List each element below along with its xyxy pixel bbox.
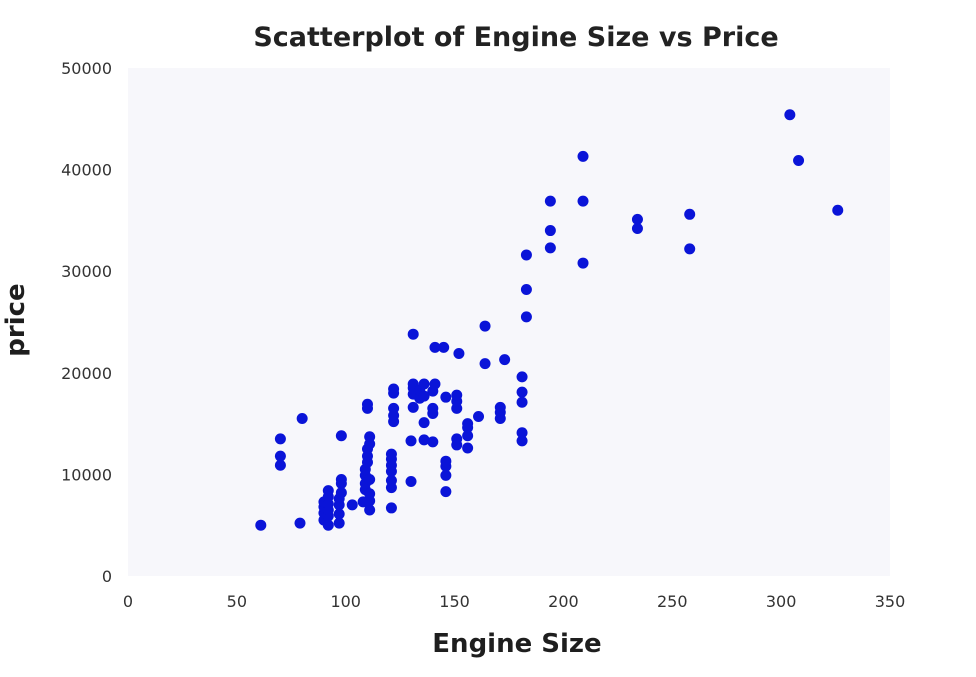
- data-point: [364, 473, 376, 485]
- plot-area: [128, 68, 890, 576]
- data-point: [440, 455, 452, 467]
- x-tick-label: 0: [123, 592, 133, 611]
- data-point: [322, 485, 334, 497]
- x-axis-ticks: 0 50 100 150 200 250 300 350: [123, 592, 905, 611]
- data-point: [388, 402, 400, 414]
- x-tick-label: 150: [439, 592, 470, 611]
- data-point: [335, 430, 347, 442]
- data-point: [335, 487, 347, 499]
- data-point: [494, 401, 506, 413]
- x-tick-label: 100: [330, 592, 361, 611]
- data-point: [385, 474, 397, 486]
- data-point: [364, 504, 376, 516]
- data-point: [364, 431, 376, 443]
- x-tick-label: 200: [548, 592, 579, 611]
- data-point: [544, 195, 556, 207]
- y-tick-label: 30000: [61, 262, 112, 281]
- data-point: [438, 341, 450, 353]
- data-point: [473, 410, 485, 422]
- y-tick-label: 50000: [61, 59, 112, 78]
- data-point: [405, 476, 417, 488]
- data-point: [418, 417, 430, 429]
- data-point: [346, 499, 358, 511]
- data-point: [364, 488, 376, 500]
- data-point: [453, 347, 465, 359]
- data-point: [516, 396, 528, 408]
- data-points: [255, 109, 844, 531]
- data-point: [407, 401, 419, 413]
- data-point: [440, 486, 452, 498]
- data-point: [322, 519, 334, 531]
- data-point: [516, 386, 528, 398]
- x-axis-label: Engine Size: [432, 629, 601, 659]
- y-tick-label: 10000: [61, 465, 112, 484]
- data-point: [520, 283, 532, 295]
- data-point: [274, 433, 286, 445]
- data-point: [385, 448, 397, 460]
- data-point: [516, 435, 528, 447]
- data-point: [520, 311, 532, 323]
- data-point: [577, 195, 589, 207]
- data-point: [832, 204, 844, 216]
- data-point: [544, 242, 556, 254]
- y-axis-ticks: 0 10000 20000 30000 40000 50000: [61, 59, 112, 586]
- data-point: [418, 434, 430, 446]
- x-tick-label: 300: [766, 592, 797, 611]
- data-point: [462, 430, 474, 442]
- data-point: [577, 150, 589, 162]
- y-tick-label: 20000: [61, 364, 112, 383]
- data-point: [333, 517, 345, 529]
- data-point: [385, 502, 397, 514]
- data-point: [405, 435, 417, 447]
- data-point: [361, 398, 373, 410]
- data-point: [451, 433, 463, 445]
- data-point: [516, 427, 528, 439]
- data-point: [427, 402, 439, 414]
- data-point: [462, 418, 474, 430]
- data-point: [440, 391, 452, 403]
- data-point: [516, 371, 528, 383]
- data-point: [520, 249, 532, 261]
- data-point: [479, 358, 491, 370]
- data-point: [429, 341, 441, 353]
- x-tick-label: 250: [657, 592, 688, 611]
- data-point: [333, 508, 345, 520]
- data-point: [462, 442, 474, 454]
- data-point: [418, 378, 430, 390]
- data-point: [784, 109, 796, 121]
- data-point: [274, 450, 286, 462]
- y-tick-label: 0: [102, 567, 112, 586]
- data-point: [294, 517, 306, 529]
- x-tick-label: 350: [875, 592, 906, 611]
- data-point: [296, 413, 308, 425]
- data-point: [418, 390, 430, 402]
- data-point: [440, 469, 452, 481]
- data-point: [631, 213, 643, 225]
- data-point: [407, 328, 419, 340]
- data-point: [684, 243, 696, 255]
- data-point: [793, 154, 805, 166]
- data-point: [499, 354, 511, 366]
- data-point: [631, 223, 643, 235]
- data-point: [388, 383, 400, 395]
- data-point: [451, 389, 463, 401]
- data-point: [479, 320, 491, 332]
- data-point: [427, 436, 439, 448]
- data-point: [255, 519, 267, 531]
- y-axis-label: price: [1, 283, 31, 356]
- data-point: [274, 459, 286, 471]
- data-point: [335, 473, 347, 485]
- y-tick-label: 40000: [61, 161, 112, 180]
- data-point: [577, 257, 589, 269]
- data-point: [544, 225, 556, 237]
- x-tick-label: 50: [227, 592, 247, 611]
- chart-title: Scatterplot of Engine Size vs Price: [253, 22, 778, 53]
- data-point: [684, 208, 696, 220]
- data-point: [429, 378, 441, 390]
